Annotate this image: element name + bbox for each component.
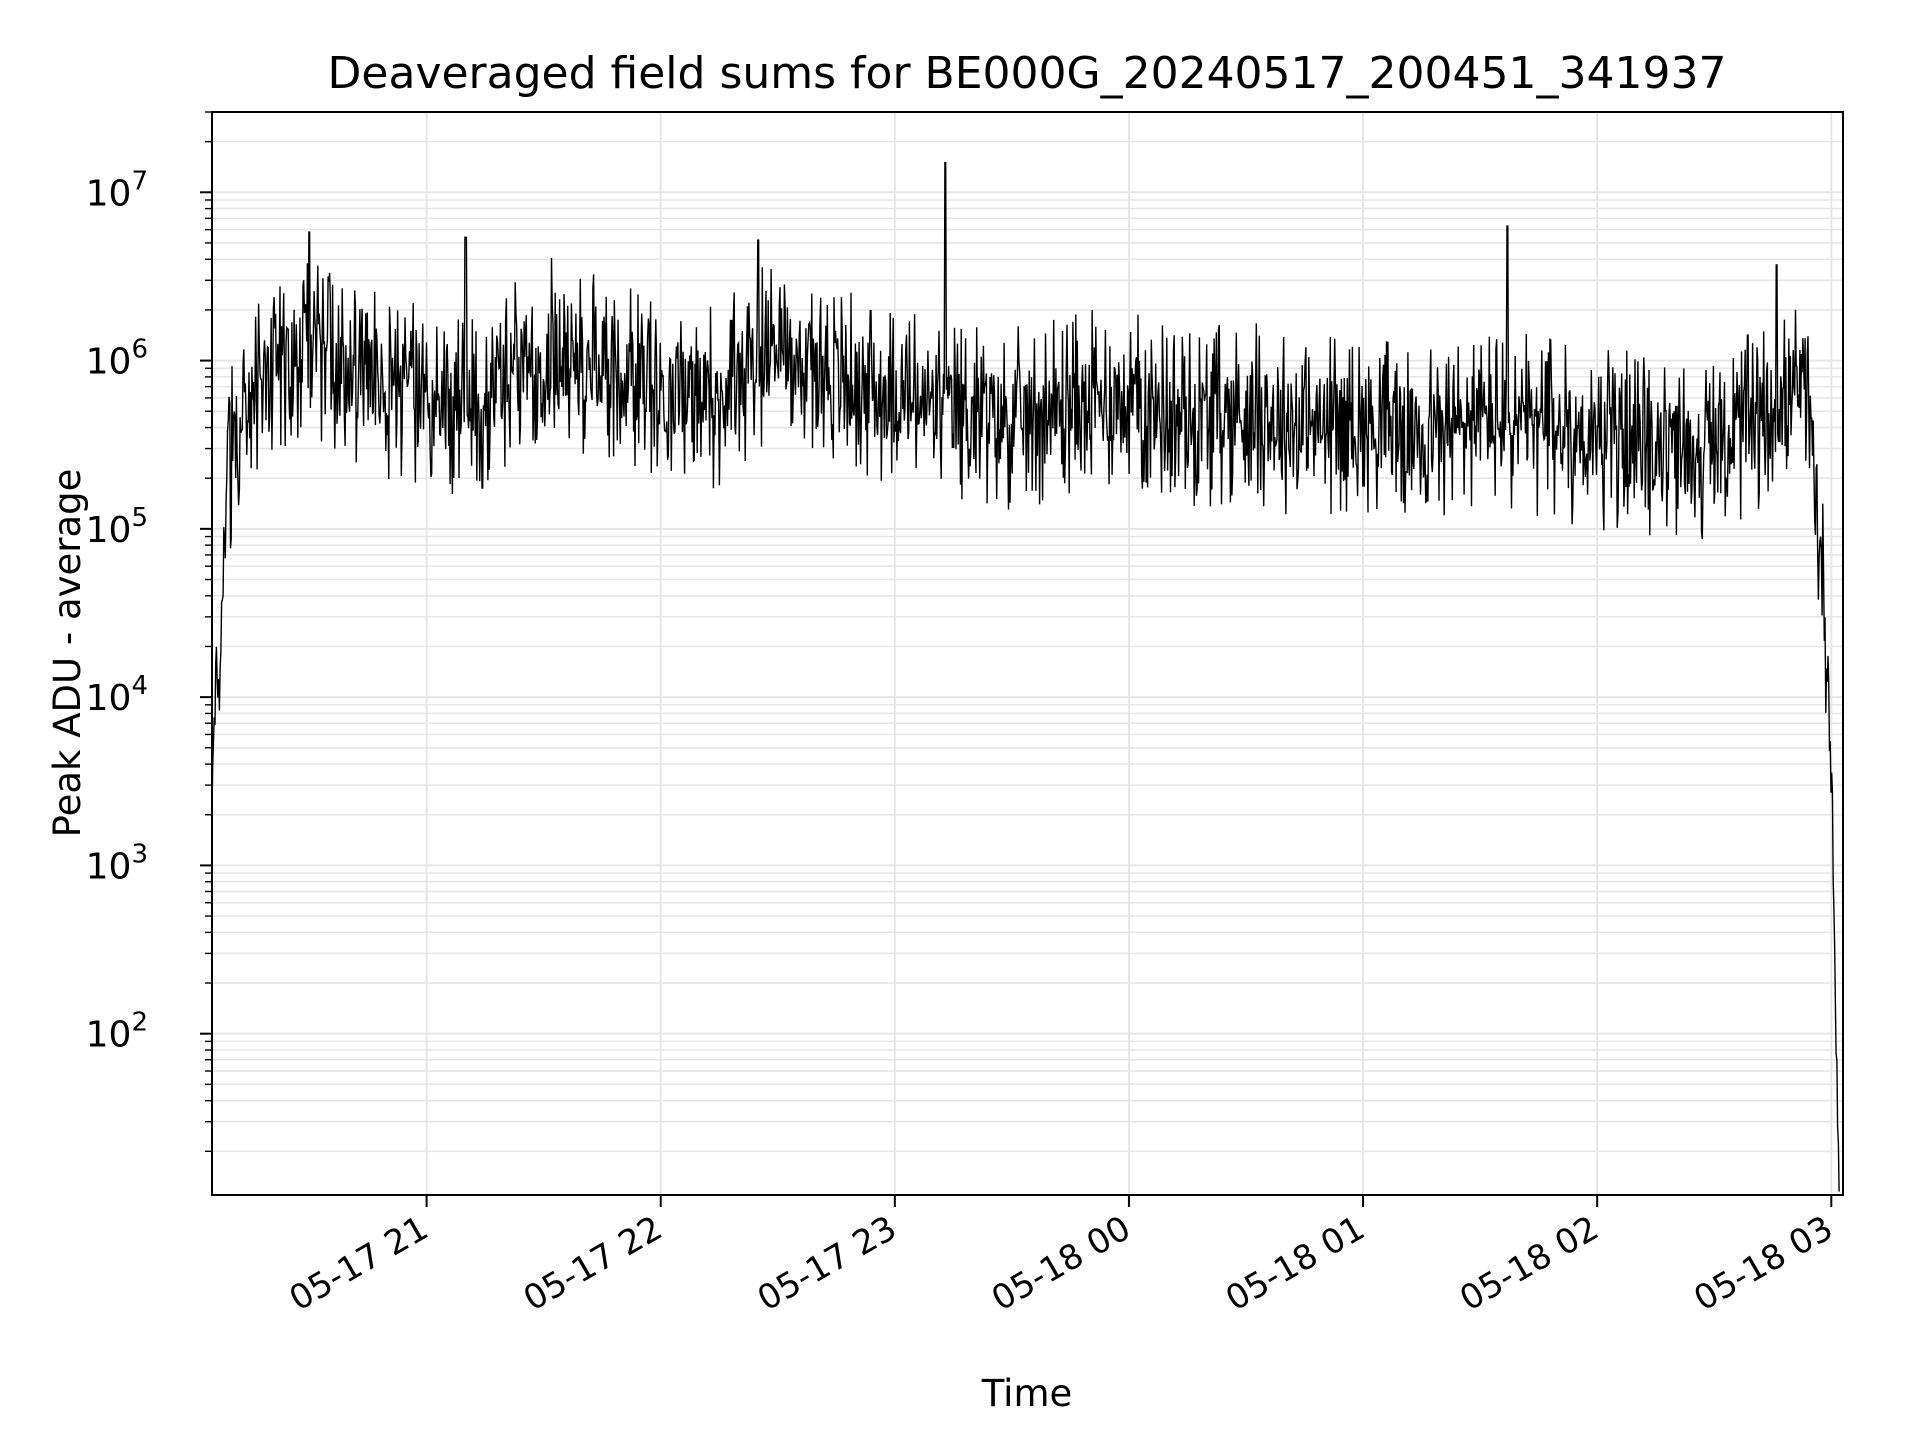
y-tick-label: 103 bbox=[86, 839, 148, 887]
y-tick-label: 104 bbox=[86, 671, 148, 719]
y-tick-label: 102 bbox=[86, 1008, 148, 1056]
y-tick-label: 107 bbox=[86, 166, 148, 214]
y-tick-label: 106 bbox=[86, 335, 148, 383]
y-axis-label: Peak ADU - average bbox=[46, 469, 89, 838]
chart-title: Deaveraged field sums for BE000G_2024051… bbox=[328, 48, 1727, 99]
series-line bbox=[211, 161, 1840, 1192]
series-line-group bbox=[211, 161, 1840, 1192]
y-axis-ticks: 102 103 104 105 106 107 bbox=[86, 111, 212, 1153]
plot-area-frame bbox=[211, 111, 1844, 1196]
y-tick-label: 105 bbox=[86, 503, 148, 551]
x-axis-label: Time bbox=[981, 1372, 1073, 1415]
